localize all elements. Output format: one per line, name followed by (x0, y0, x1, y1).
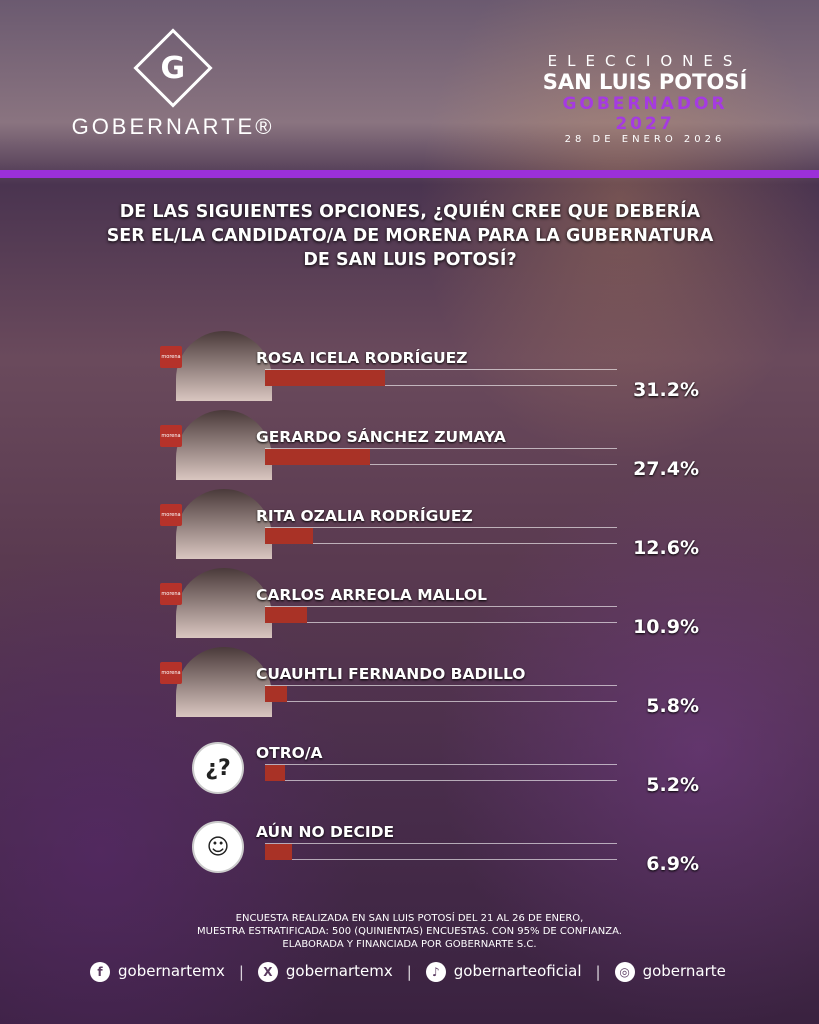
bar-track (265, 527, 617, 544)
header: ELECCIONES SAN LUIS POTOSÍ GOBERNADOR 20… (535, 52, 755, 145)
bar-category-label: RITA OZALIA RODRÍGUEZ (256, 507, 473, 525)
bar-value-label: 31.2% (633, 379, 699, 401)
bar-value-label: 10.9% (633, 616, 699, 638)
bar-category-label: AÚN NO DECIDE (256, 823, 395, 841)
social-link[interactable]: ♪ gobernarteoficial (425, 962, 582, 982)
logo-mark: G (133, 28, 213, 108)
party-badge: morena (160, 583, 182, 605)
bar-track (265, 843, 617, 860)
social-handle: gobernarte (642, 962, 726, 980)
bar-category-label: OTRO/A (256, 744, 323, 762)
tiktok-icon: ♪ (425, 962, 446, 982)
party-badge: morena (160, 662, 182, 684)
undecided-icon: ☺ (192, 821, 244, 873)
bar-track (265, 448, 617, 465)
brand-name: GOBERNARTE® (71, 114, 275, 139)
bar-row: morena CARLOS ARREOLA MALLOL 10.9% (0, 568, 819, 675)
bar-track (265, 764, 617, 781)
bar-row: morena ROSA ICELA RODRÍGUEZ 31.2% (0, 331, 819, 438)
party-badge: morena (160, 346, 182, 368)
bar-value-label: 27.4% (633, 458, 699, 480)
bar (265, 844, 292, 860)
social-handle: gobernartemx (118, 962, 225, 980)
question-icon: ¿? (192, 742, 244, 794)
x-icon: X (257, 962, 278, 982)
bar-category-label: GERARDO SÁNCHEZ ZUMAYA (256, 428, 506, 446)
bar (265, 370, 385, 386)
bar-track (265, 606, 617, 623)
bar-row: morena CUAUHTLI FERNANDO BADILLO 5.8% (0, 647, 819, 754)
bar-category-label: ROSA ICELA RODRÍGUEZ (256, 349, 468, 367)
instagram-icon: ◎ (614, 962, 635, 982)
candidate-photo (176, 331, 272, 401)
social-link[interactable]: f gobernartemx (90, 962, 225, 982)
footer-line3: ELABORADA Y FINANCIADA POR GOBERNARTE S.… (282, 939, 537, 950)
bar (265, 449, 371, 465)
social-handle: gobernarteoficial (453, 962, 582, 980)
header-line2: SAN LUIS POTOSÍ (542, 70, 748, 94)
bar-row: ☺ AÚN NO DECIDE 6.9% (0, 821, 819, 912)
separator: | (595, 963, 601, 981)
bar-category-label: CUAUHTLI FERNANDO BADILLO (256, 665, 526, 683)
bar (265, 686, 288, 702)
bar-value-label: 5.8% (646, 695, 699, 717)
bar-track (265, 685, 617, 702)
bar-value-label: 5.2% (646, 774, 699, 796)
bar-track (265, 369, 617, 386)
logo-letter: G (160, 50, 186, 86)
candidate-photo (176, 410, 272, 480)
bar-row: morena GERARDO SÁNCHEZ ZUMAYA 27.4% (0, 410, 819, 517)
candidate-photo (176, 568, 272, 638)
party-badge: morena (160, 504, 182, 526)
party-badge: morena (160, 425, 182, 447)
social-handle: gobernartemx (285, 962, 393, 980)
separator: | (406, 963, 412, 981)
bar-value-label: 12.6% (633, 537, 699, 559)
bar-row: morena RITA OZALIA RODRÍGUEZ 12.6% (0, 489, 819, 596)
bar-row: ¿? OTRO/A 5.2% (0, 742, 819, 833)
bar (265, 607, 307, 623)
candidate-photo (176, 647, 272, 717)
social-link[interactable]: ◎ gobernarte (614, 962, 726, 982)
header-line1: ELECCIONES (547, 52, 743, 70)
header-date: 28 DE ENERO 2026 (564, 134, 726, 145)
bar-category-label: CARLOS ARREOLA MALLOL (256, 586, 487, 604)
question: DE LAS SIGUIENTES OPCIONES, ¿QUIÉN CREE … (106, 202, 714, 270)
accent-band (0, 170, 819, 178)
footer-note: ENCUESTA REALIZADA EN SAN LUIS POTOSÍ DE… (0, 912, 819, 951)
header-line3: GOBERNADOR 2027 (562, 94, 728, 134)
bar-value-label: 6.9% (646, 853, 699, 875)
footer-line2: MUESTRA ESTRATIFICADA: 500 (QUINIENTAS) … (197, 926, 622, 937)
bar (265, 528, 314, 544)
candidate-photo (176, 489, 272, 559)
separator: | (238, 963, 244, 981)
bar (265, 765, 285, 781)
logo: G GOBERNARTE® (58, 28, 288, 140)
footer-line1: ENCUESTA REALIZADA EN SAN LUIS POTOSÍ DE… (235, 913, 584, 924)
facebook-icon: f (90, 962, 110, 982)
